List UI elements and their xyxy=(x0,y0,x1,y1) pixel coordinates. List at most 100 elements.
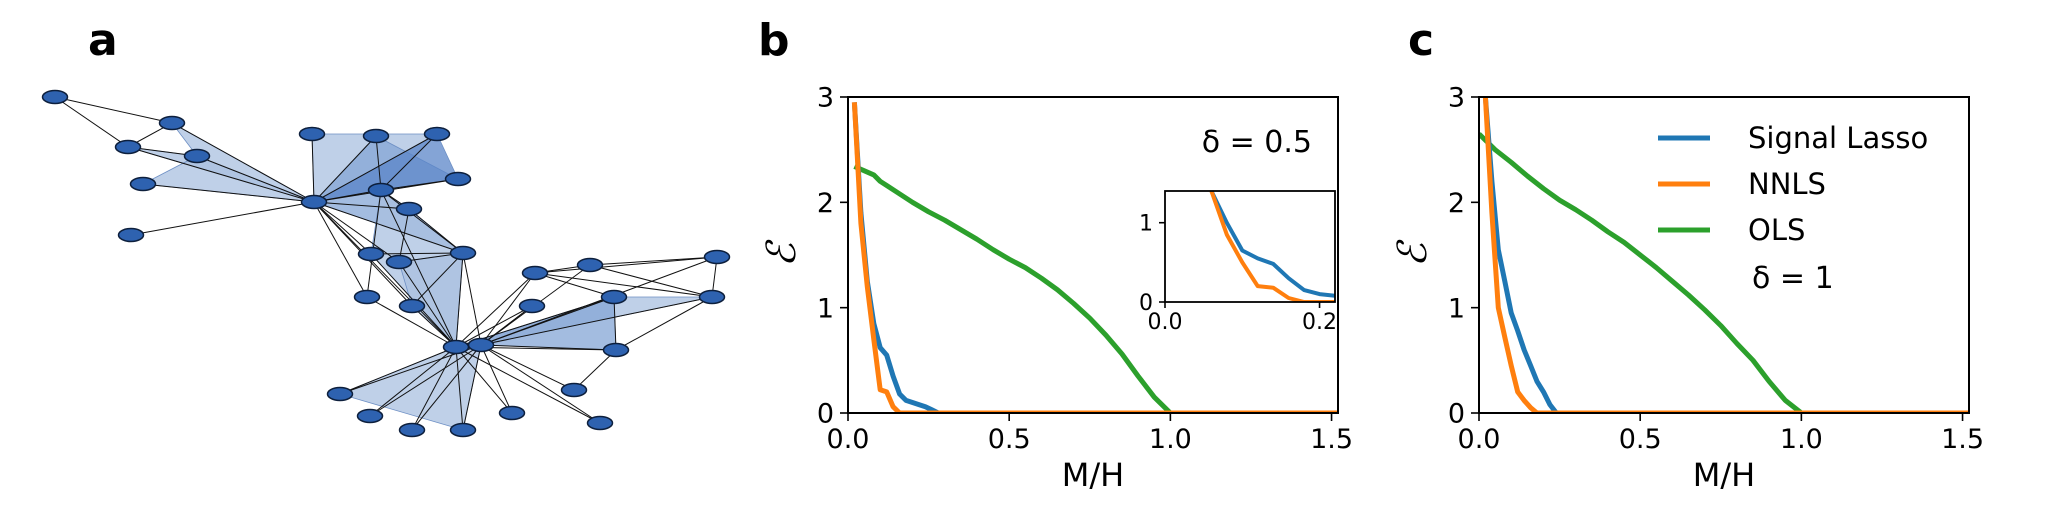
network-node xyxy=(395,201,423,217)
network-node xyxy=(398,298,426,314)
x-axis-label-c: M/H xyxy=(1693,456,1755,494)
panel-label-b: b xyxy=(758,15,790,66)
x-tick-label-inset: 0.0 xyxy=(1148,310,1183,335)
network-edge xyxy=(370,252,464,255)
plot-frame-c xyxy=(1478,96,1970,414)
network-edge xyxy=(54,96,173,124)
network-edge xyxy=(369,346,457,417)
network-node xyxy=(41,89,69,105)
network-node xyxy=(356,408,384,424)
inset-frame xyxy=(1164,190,1336,303)
network-node xyxy=(442,339,470,355)
network-edge xyxy=(455,272,536,348)
network-edge xyxy=(480,296,615,346)
plot-frame-b xyxy=(847,96,1339,414)
x-tick-label-c: 0.5 xyxy=(1619,424,1662,455)
network-node xyxy=(117,227,145,243)
network-edge xyxy=(480,296,713,346)
inset-chart: 0.0 0.2 0 1 xyxy=(1139,190,1337,335)
network-edge xyxy=(313,201,400,263)
network-node xyxy=(183,148,211,164)
delta-annotation-b: δ = 0.5 xyxy=(1202,125,1312,160)
network-edge xyxy=(589,256,718,266)
inset-background xyxy=(1165,191,1335,302)
y-tick-label-c: 1 xyxy=(1448,293,1465,324)
chart-panel-b: 0.0 0.5 1.0 1.5 0 1 2 3 M/H ℰ δ = 0.5 0.0 0.2 0 1 xyxy=(759,83,1353,494)
ticks-b: 0.0 0.5 1.0 1.5 0 1 2 3 xyxy=(817,83,1353,455)
network-node xyxy=(444,171,472,187)
network-node xyxy=(114,139,142,155)
network-edge xyxy=(339,346,457,395)
network-node xyxy=(385,254,413,270)
legend-label-ols: OLS xyxy=(1748,213,1805,247)
network-diagram xyxy=(41,89,731,438)
network-edge xyxy=(534,256,718,274)
network-node xyxy=(600,289,628,305)
network-node xyxy=(357,246,385,262)
network-edge xyxy=(411,344,482,431)
x-tick-label-b: 1.0 xyxy=(1149,424,1192,455)
delta-annotation-c: δ = 1 xyxy=(1752,261,1834,296)
y-tick-label-c: 2 xyxy=(1448,188,1465,219)
x-tick-label-b: 0.5 xyxy=(988,424,1031,455)
x-tick-label-c: 1.0 xyxy=(1780,424,1823,455)
y-tick-label-b: 0 xyxy=(817,399,834,430)
network-node xyxy=(703,249,731,265)
network-edge xyxy=(313,133,438,203)
network-node xyxy=(300,194,328,210)
panel-label-a: a xyxy=(88,15,118,66)
network-node xyxy=(398,422,426,438)
network-edge xyxy=(411,305,457,348)
network-edge xyxy=(171,122,315,203)
network-edge xyxy=(615,296,713,351)
series-layer-c xyxy=(1479,96,1969,413)
network-node xyxy=(560,382,588,398)
inset-ticks: 0.0 0.2 0 1 xyxy=(1139,212,1337,335)
network-edge xyxy=(480,344,601,424)
network-edge xyxy=(366,296,457,348)
network-edge xyxy=(369,344,482,417)
network-node xyxy=(158,115,186,131)
y-tick-label-b: 3 xyxy=(817,83,834,114)
network-edge xyxy=(313,201,372,255)
network-edge xyxy=(313,201,368,298)
ticks-c: 0.0 0.5 1.0 1.5 0 1 2 3 xyxy=(1448,83,1984,455)
y-axis-label-c: ℰ xyxy=(1390,239,1436,267)
network-node xyxy=(362,128,390,144)
network-node xyxy=(576,257,604,273)
network-edge xyxy=(534,272,615,298)
network-node xyxy=(698,289,726,305)
network-node xyxy=(521,265,549,281)
y-axis-label-b: ℰ xyxy=(759,239,805,267)
chart-panel-c: 0.0 0.5 1.0 1.5 0 1 2 3 M/H ℰ Signal Lasso NNLS… xyxy=(1390,83,1984,494)
network-node xyxy=(298,126,326,142)
network-edge xyxy=(313,201,464,254)
legend-label-nnls: NNLS xyxy=(1748,167,1826,201)
network-edge xyxy=(480,344,513,414)
network-edge xyxy=(130,201,315,236)
network-edge xyxy=(408,208,464,254)
y-tick-label-c: 3 xyxy=(1448,83,1465,114)
network-edge xyxy=(480,272,536,346)
x-axis-label-b: M/H xyxy=(1062,456,1124,494)
y-tick-label-inset: 0 xyxy=(1139,291,1153,316)
series-line-signal-lasso-inset xyxy=(1209,190,1335,298)
series-line-ols-b xyxy=(853,164,1338,413)
network-edge xyxy=(380,189,457,348)
network-edge xyxy=(127,146,315,203)
network-edge xyxy=(480,305,533,346)
series-line-ols-c xyxy=(1479,132,1969,413)
network-edge xyxy=(196,155,315,203)
network-edge xyxy=(455,252,464,348)
network-edge xyxy=(366,189,382,298)
network-edge xyxy=(311,133,315,203)
network-edge xyxy=(313,201,410,210)
network-edge xyxy=(480,344,575,391)
y-tick-label-b: 2 xyxy=(817,188,834,219)
network-edge xyxy=(142,183,315,203)
network-edge xyxy=(313,201,457,348)
network-edge xyxy=(380,133,438,191)
x-tick-label-inset: 0.2 xyxy=(1302,310,1337,335)
network-node xyxy=(518,298,546,314)
